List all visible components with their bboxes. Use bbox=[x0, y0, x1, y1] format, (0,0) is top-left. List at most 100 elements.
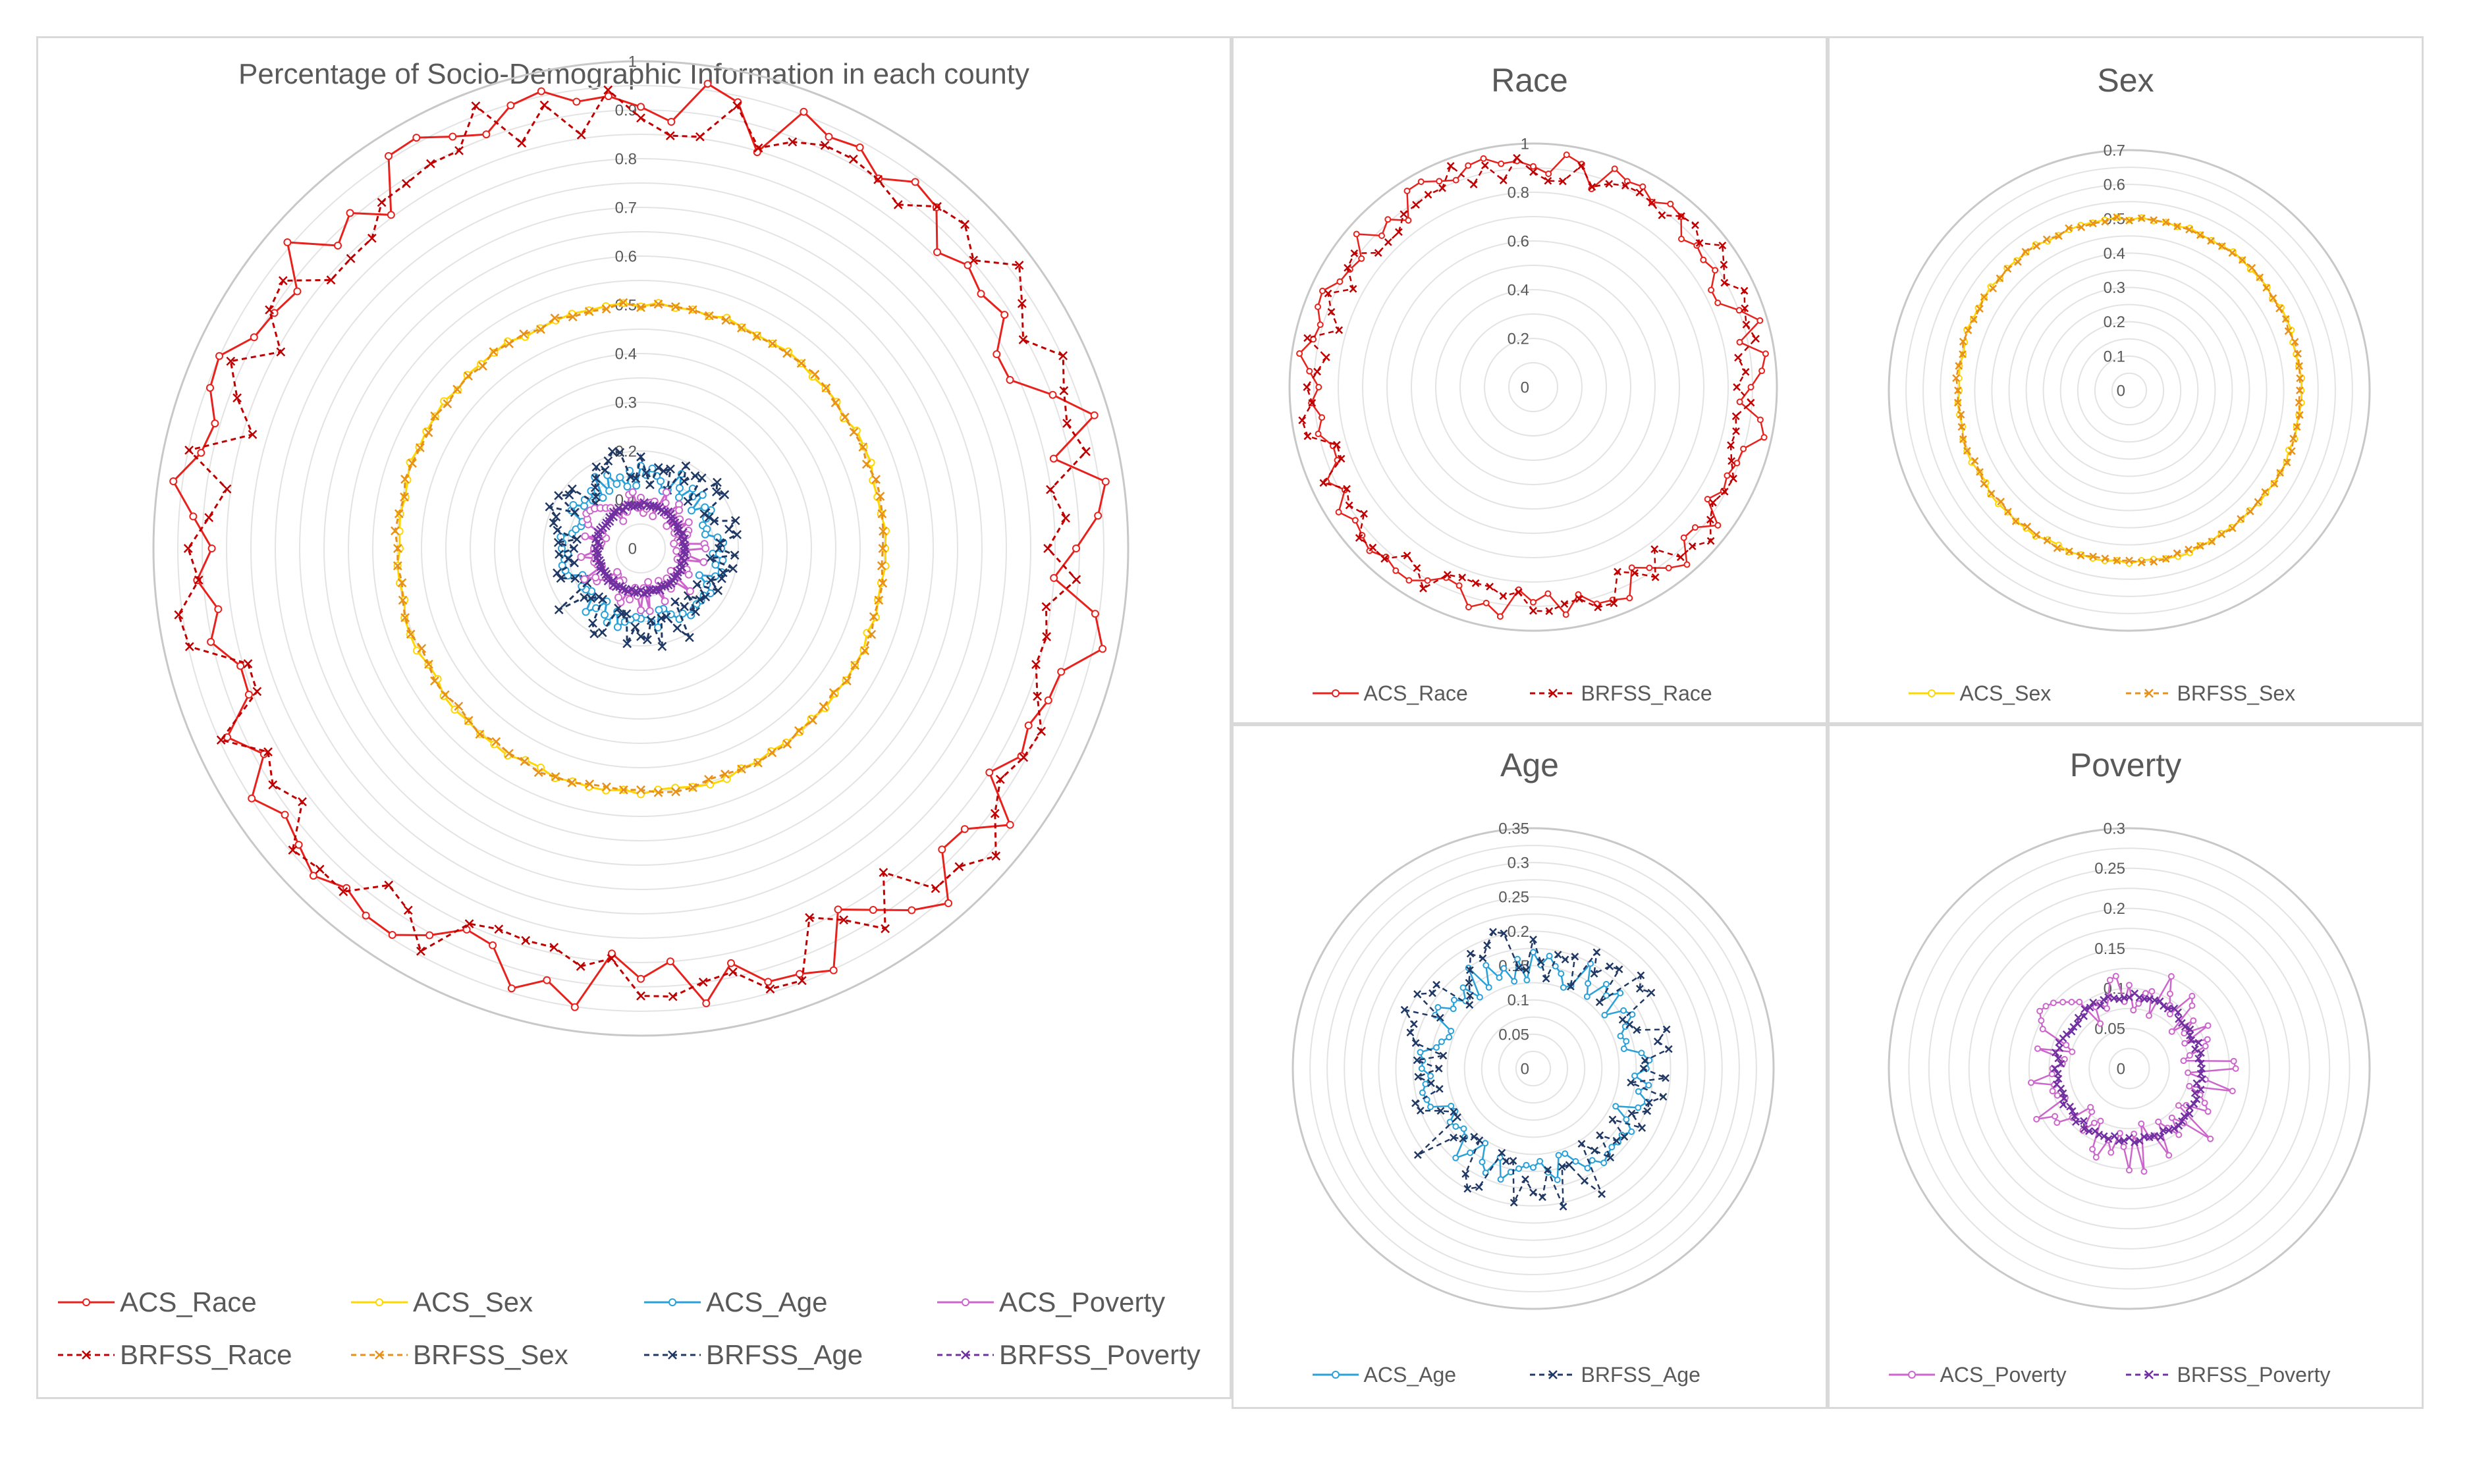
main-point-acs-race bbox=[608, 949, 616, 958]
main-point-brfss-age bbox=[545, 502, 555, 512]
legend-label: ACS_Poverty bbox=[1940, 1362, 2067, 1387]
main-chart-title: Percentage of Socio-Demographic Informat… bbox=[238, 58, 1029, 90]
sex-point-brfss-sex bbox=[2023, 522, 2032, 531]
main-point-brfss-sex bbox=[782, 348, 792, 358]
race-point-brfss-race bbox=[1303, 334, 1311, 342]
age-point-brfss-age bbox=[1565, 1161, 1573, 1169]
main-point-brfss-race bbox=[728, 967, 738, 977]
poverty-grid-ring bbox=[1948, 888, 2310, 1250]
sex-point-brfss-sex bbox=[2276, 469, 2284, 477]
main-grid-ring bbox=[202, 109, 1080, 988]
main-point-brfss-race bbox=[990, 808, 1000, 818]
race-point-brfss-race bbox=[1413, 564, 1421, 572]
race-point-brfss-race bbox=[1741, 304, 1749, 313]
age-point-brfss-age bbox=[1400, 1005, 1409, 1014]
main-tick-label: 0.4 bbox=[615, 345, 637, 363]
race-point-acs-race bbox=[1315, 304, 1321, 310]
race-point-acs-race bbox=[1704, 496, 1711, 503]
poverty-point-acs-poverty bbox=[2036, 1007, 2044, 1015]
main-point-acs-poverty bbox=[684, 518, 693, 527]
age-grid-ring bbox=[1515, 1050, 1552, 1087]
legend-swatch-brfss-race bbox=[1529, 689, 1576, 699]
main-point-brfss-age bbox=[695, 595, 705, 604]
main-point-brfss-race bbox=[960, 220, 969, 229]
main-point-brfss-race bbox=[402, 179, 411, 188]
main-point-brfss-race bbox=[1037, 726, 1046, 736]
poverty-point-brfss-poverty bbox=[2186, 1025, 2194, 1034]
poverty-point-brfss-poverty bbox=[2125, 1134, 2133, 1142]
main-tick-label: 0.8 bbox=[615, 150, 637, 168]
race-point-acs-race bbox=[1760, 434, 1768, 441]
sex-point-brfss-sex bbox=[2101, 554, 2109, 563]
age-point-brfss-age bbox=[1461, 1170, 1470, 1178]
sex-point-brfss-sex bbox=[2295, 398, 2303, 407]
poverty-grid-ring bbox=[2108, 1047, 2150, 1090]
age-point-brfss-age bbox=[1590, 970, 1598, 978]
main-point-brfss-sex bbox=[398, 595, 408, 605]
race-grid-ring bbox=[1362, 216, 1704, 558]
main-point-acs-race bbox=[1101, 477, 1110, 486]
age-grid-ring bbox=[1429, 965, 1637, 1173]
age-point-acs-age bbox=[1589, 1157, 1596, 1164]
main-point-brfss-sex bbox=[440, 690, 450, 700]
sex-point-brfss-sex bbox=[2021, 248, 2030, 256]
poverty-point-brfss-poverty bbox=[2196, 1086, 2205, 1094]
main-point-brfss-race bbox=[521, 936, 531, 945]
age-point-brfss-age bbox=[1413, 1056, 1421, 1065]
main-point-brfss-sex bbox=[504, 749, 514, 758]
poverty-point-acs-poverty bbox=[2181, 1040, 2189, 1047]
main-point-brfss-race bbox=[1043, 544, 1052, 553]
main-point-acs-race bbox=[666, 957, 674, 966]
age-point-acs-age bbox=[1448, 1028, 1455, 1034]
poverty-point-acs-poverty bbox=[2050, 999, 2057, 1007]
main-point-acs-age bbox=[632, 481, 641, 490]
race-point-acs-race bbox=[1482, 599, 1490, 606]
poverty-point-acs-poverty bbox=[2104, 1005, 2110, 1012]
sex-point-brfss-sex bbox=[2055, 232, 2063, 240]
main-point-acs-poverty bbox=[591, 573, 600, 582]
race-point-brfss-race bbox=[1369, 543, 1377, 552]
sex-point-brfss-sex bbox=[1959, 435, 1967, 443]
main-point-acs-race bbox=[482, 130, 491, 139]
main-point-brfss-race bbox=[471, 101, 481, 111]
main-point-acs-poverty bbox=[661, 499, 670, 507]
poverty-grid-ring bbox=[1908, 847, 2351, 1290]
race-point-acs-race bbox=[1639, 183, 1646, 190]
poverty-point-acs-poverty bbox=[2108, 1149, 2115, 1156]
main-point-brfss-age bbox=[616, 610, 626, 619]
main-point-brfss-sex bbox=[464, 716, 474, 726]
main-point-brfss-race bbox=[216, 735, 226, 745]
age-point-acs-age bbox=[1620, 1046, 1627, 1052]
race-point-brfss-race bbox=[1575, 595, 1583, 603]
main-point-acs-race bbox=[1000, 311, 1009, 319]
main-point-brfss-sex bbox=[464, 371, 473, 381]
age-point-brfss-age bbox=[1537, 958, 1545, 966]
main-point-brfss-age bbox=[551, 512, 561, 521]
main-point-brfss-poverty bbox=[672, 568, 682, 577]
race-point-brfss-race bbox=[1529, 168, 1537, 176]
main-point-brfss-race bbox=[698, 977, 708, 987]
race-point-brfss-race bbox=[1360, 510, 1368, 518]
poverty-point-brfss-poverty bbox=[2104, 1135, 2113, 1143]
sex-point-brfss-sex bbox=[2125, 217, 2133, 225]
race-grid-ring bbox=[1508, 362, 1558, 412]
poverty-point-brfss-poverty bbox=[2067, 1027, 2076, 1036]
poverty-point-brfss-poverty bbox=[2196, 1069, 2205, 1078]
main-grid-ring bbox=[543, 450, 739, 647]
race-point-brfss-race bbox=[1731, 412, 1740, 421]
main-tick-label: 1 bbox=[628, 53, 637, 70]
main-point-brfss-race bbox=[1046, 485, 1055, 494]
main-point-brfss-sex bbox=[737, 764, 746, 774]
age-line-brfss-age bbox=[1402, 931, 1671, 1207]
main-grid-ring bbox=[299, 207, 983, 890]
main-point-brfss-age bbox=[564, 490, 574, 500]
main-point-acs-age bbox=[698, 490, 707, 499]
race-point-brfss-race bbox=[1614, 568, 1621, 576]
main-point-brfss-race bbox=[243, 659, 253, 668]
sex-point-brfss-sex bbox=[2248, 263, 2256, 272]
age-point-acs-age bbox=[1530, 1164, 1537, 1171]
race-point-acs-race bbox=[1563, 151, 1570, 159]
main-point-brfss-age bbox=[569, 544, 579, 553]
race-point-brfss-race bbox=[1733, 383, 1741, 391]
race-point-acs-race bbox=[1756, 416, 1764, 423]
